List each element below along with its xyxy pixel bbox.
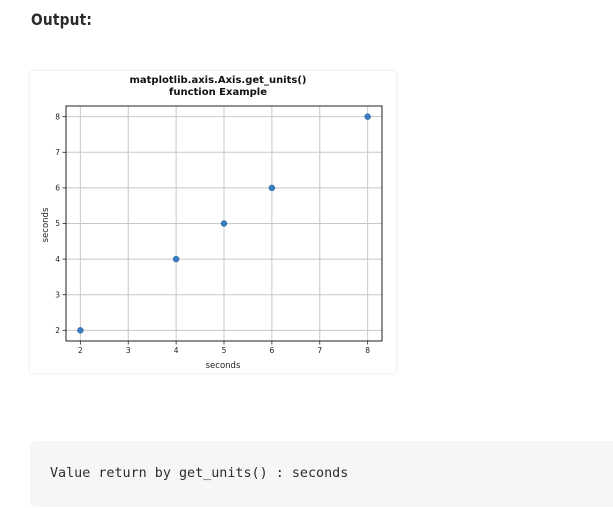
data-point xyxy=(268,184,276,192)
y-tick-label: 4 xyxy=(55,255,60,264)
grid-lines xyxy=(66,106,382,341)
x-tick-label: 7 xyxy=(317,346,322,355)
x-tick-label: 5 xyxy=(222,346,227,355)
x-tick-label: 6 xyxy=(269,346,274,355)
output-heading: Output: xyxy=(31,10,93,29)
scatter-chart: 2 3 4 5 6 7 8 2 3 4 5 6 7 8 matplotlib.axis.Axis.get_… xyxy=(41,75,383,371)
data-points xyxy=(77,113,371,334)
chart-title-line-2: function Example xyxy=(169,87,267,98)
y-tick-label: 5 xyxy=(55,219,60,228)
x-tick-label: 2 xyxy=(78,346,83,355)
data-point xyxy=(220,220,228,227)
y-axis-label: seconds xyxy=(41,207,51,242)
x-tick-label: 4 xyxy=(174,346,179,355)
y-tick-label: 7 xyxy=(55,148,60,157)
data-point xyxy=(77,327,84,334)
x-axis-label: seconds xyxy=(206,361,241,371)
y-tick-label: 6 xyxy=(55,184,60,193)
code-output-box: Value return by get_units() : seconds xyxy=(30,441,613,507)
x-tick-label: 3 xyxy=(126,346,131,355)
axis-ticks: 2 3 4 5 6 7 8 2 3 4 5 6 7 8 xyxy=(55,112,370,355)
y-tick-label: 2 xyxy=(55,326,60,335)
x-tick-label: 8 xyxy=(365,346,370,355)
figure-card: 2 3 4 5 6 7 8 2 3 4 5 6 7 8 matplotlib.axis.Axis.get_… xyxy=(30,71,396,373)
data-point xyxy=(172,255,180,263)
data-point xyxy=(364,113,371,120)
chart-title-line-1: matplotlib.axis.Axis.get_units() xyxy=(129,75,306,86)
y-tick-label: 3 xyxy=(55,290,60,299)
code-output-text: Value return by get_units() : seconds xyxy=(50,466,349,481)
y-tick-label: 8 xyxy=(55,112,60,121)
